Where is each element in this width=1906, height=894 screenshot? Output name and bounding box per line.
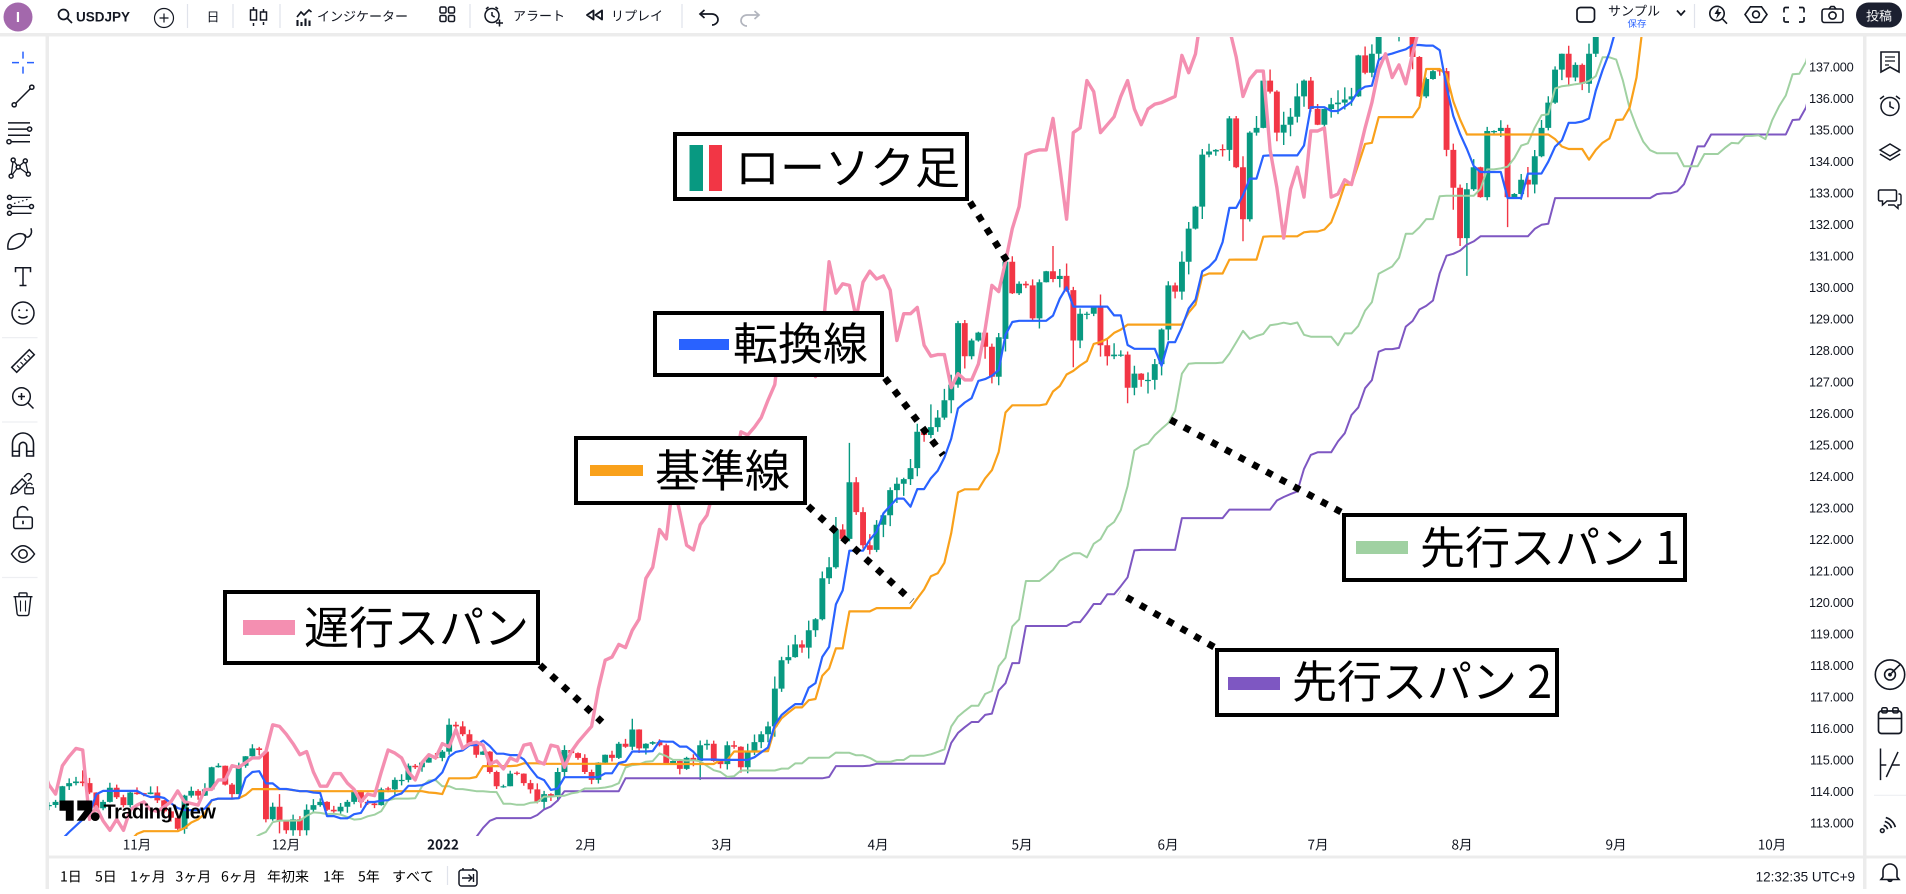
svg-text:133.000: 133.000 bbox=[1809, 186, 1854, 201]
svg-text:USDJPY: USDJPY bbox=[76, 10, 130, 25]
svg-text:114.000: 114.000 bbox=[1810, 784, 1854, 799]
svg-text:128.000: 128.000 bbox=[1809, 343, 1854, 358]
svg-text:132.000: 132.000 bbox=[1809, 217, 1854, 232]
svg-text:130.000: 130.000 bbox=[1809, 280, 1854, 295]
svg-text:135.000: 135.000 bbox=[1809, 123, 1854, 138]
svg-text:I: I bbox=[16, 9, 20, 26]
svg-text:127.000: 127.000 bbox=[1809, 375, 1854, 390]
svg-text:124.000: 124.000 bbox=[1809, 469, 1854, 484]
svg-text:131.000: 131.000 bbox=[1809, 249, 1854, 264]
svg-text:TradingView: TradingView bbox=[104, 802, 217, 824]
svg-text:134.000: 134.000 bbox=[1809, 154, 1854, 169]
svg-text:115.000: 115.000 bbox=[1810, 753, 1854, 768]
svg-text:120.000: 120.000 bbox=[1809, 595, 1854, 610]
svg-text:126.000: 126.000 bbox=[1809, 406, 1854, 421]
svg-text:136.000: 136.000 bbox=[1809, 91, 1854, 106]
svg-text:123.000: 123.000 bbox=[1809, 501, 1854, 516]
svg-text:116.000: 116.000 bbox=[1810, 721, 1854, 736]
svg-text:12:32:35 UTC+9: 12:32:35 UTC+9 bbox=[1756, 870, 1855, 885]
svg-text:119.000: 119.000 bbox=[1810, 627, 1854, 642]
svg-text:121.000: 121.000 bbox=[1809, 564, 1854, 579]
svg-text:118.000: 118.000 bbox=[1810, 658, 1854, 673]
svg-text:129.000: 129.000 bbox=[1809, 312, 1854, 327]
svg-text:125.000: 125.000 bbox=[1809, 438, 1854, 453]
svg-text:117.000: 117.000 bbox=[1810, 690, 1854, 705]
svg-text:113.000: 113.000 bbox=[1810, 816, 1854, 831]
svg-text:122.000: 122.000 bbox=[1809, 532, 1854, 547]
svg-text:137.000: 137.000 bbox=[1809, 60, 1854, 75]
